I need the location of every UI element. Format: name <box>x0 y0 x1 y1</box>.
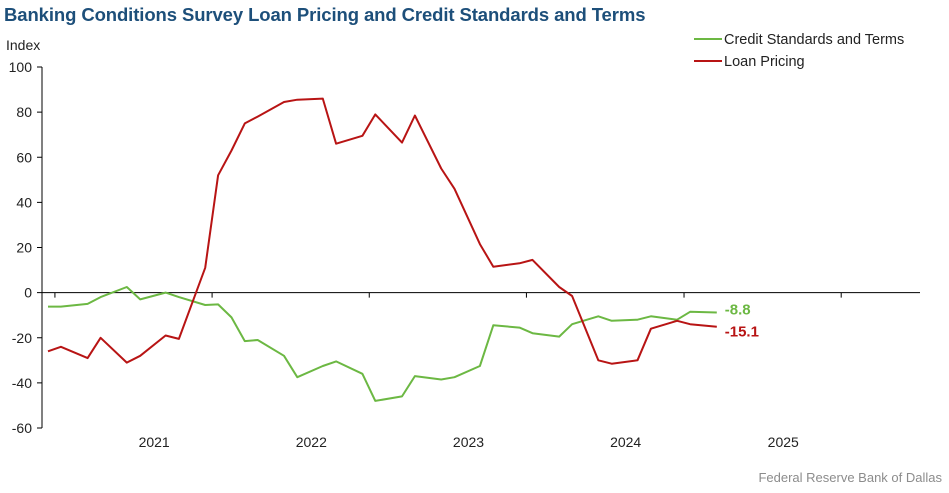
y-tick-label: 80 <box>16 104 32 120</box>
y-tick-label: 0 <box>24 285 32 301</box>
series-line-2 <box>47 97 717 365</box>
x-tick-label: 2022 <box>296 434 327 450</box>
x-axis <box>37 66 920 429</box>
y-axis-label: Index <box>6 37 40 53</box>
end-labels: -8.8 -15.1 <box>725 301 759 340</box>
x-tick-label: 2023 <box>453 434 484 450</box>
y-tick-label: -40 <box>12 375 32 391</box>
y-tick-labels: -60 -40 -20 0 20 40 60 80 100 <box>9 59 33 436</box>
x-tick-label: 2024 <box>610 434 641 450</box>
legend-entry: Loan Pricing <box>724 54 805 70</box>
y-tick-label: 20 <box>16 240 32 256</box>
x-tick-label: 2025 <box>768 434 799 450</box>
y-tick-label: -60 <box>12 420 32 436</box>
series-lines <box>47 97 717 402</box>
source-note: Federal Reserve Bank of Dallas <box>758 470 942 485</box>
x-tick-label: 2021 <box>139 434 170 450</box>
y-tick-label: 100 <box>9 59 33 75</box>
legend: Credit Standards and Terms Loan Pricing <box>694 32 904 70</box>
y-tick-label: -20 <box>12 330 32 346</box>
legend-entry: Credit Standards and Terms <box>724 32 904 48</box>
end-label-2: -15.1 <box>725 324 759 341</box>
y-tick-label: 60 <box>16 149 32 165</box>
chart-title: Banking Conditions Survey Loan Pricing a… <box>4 4 646 25</box>
y-tick-label: 40 <box>16 194 32 210</box>
end-label-1: -8.8 <box>725 301 751 318</box>
x-tick-labels: 2021 2022 2023 2024 2025 <box>139 434 799 450</box>
series-line-1 <box>48 286 717 402</box>
